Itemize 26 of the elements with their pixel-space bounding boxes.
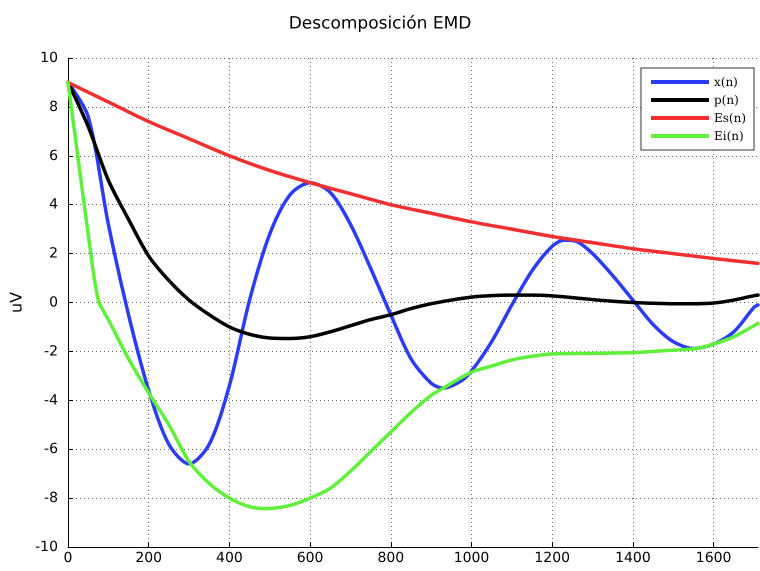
legend-label: Es(n) bbox=[714, 111, 746, 125]
x-tick-label: 400 bbox=[216, 550, 243, 566]
x-tick-label: 600 bbox=[296, 550, 324, 566]
y-tick-label: -8 bbox=[44, 490, 58, 506]
y-tick-label: 4 bbox=[49, 196, 58, 213]
y-tick-label: 2 bbox=[49, 246, 58, 262]
x-tick-label: 1200 bbox=[534, 550, 570, 566]
legend-label: p(n) bbox=[714, 93, 739, 107]
y-tick-label: -10 bbox=[35, 539, 58, 555]
y-tick-label: 0 bbox=[49, 294, 58, 310]
x-tick-label: 800 bbox=[377, 550, 404, 566]
chart-title: Descomposición EMD bbox=[288, 14, 472, 34]
y-tick-label: -2 bbox=[44, 343, 58, 360]
x-tick-label: 1000 bbox=[454, 550, 490, 566]
y-axis-title: uV bbox=[6, 292, 26, 314]
y-tick-label: 8 bbox=[49, 98, 58, 115]
x-tick-label: 1400 bbox=[615, 550, 651, 566]
y-tick-label: -6 bbox=[44, 441, 58, 458]
y-tick-label: 10 bbox=[40, 50, 58, 66]
x-tick-label: 0 bbox=[64, 550, 72, 566]
legend-label: Ei(n) bbox=[714, 129, 744, 143]
x-tick-label: 1600 bbox=[696, 550, 732, 566]
y-tick-label: 6 bbox=[49, 148, 58, 164]
legend-label: x(n) bbox=[714, 75, 738, 89]
x-tick-label: 200 bbox=[135, 550, 162, 566]
y-tick-label: -4 bbox=[44, 392, 58, 408]
